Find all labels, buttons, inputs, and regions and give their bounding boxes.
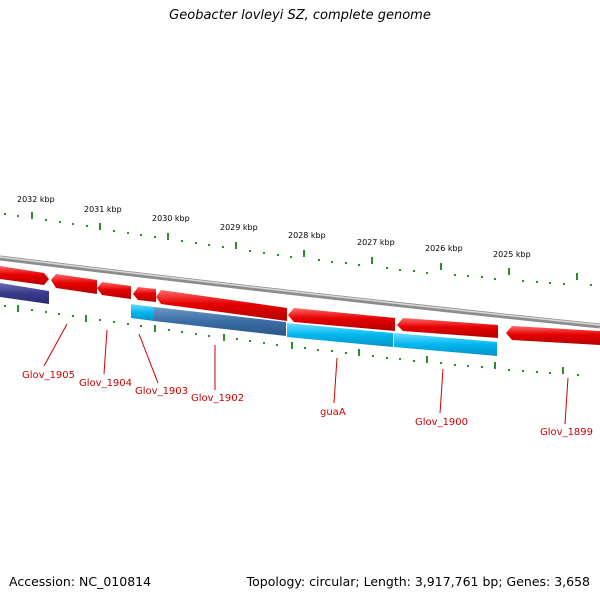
gene-bar[interactable]: [154, 307, 286, 336]
gene-arrow[interactable]: [397, 318, 498, 338]
gene-arrow[interactable]: [156, 290, 287, 321]
gene-label[interactable]: Glov_1905: [22, 370, 75, 381]
kbp-label: 2030 kbp: [152, 214, 190, 223]
kbp-label: 2028 kbp: [288, 231, 326, 240]
gene-arrow[interactable]: [506, 326, 600, 345]
gene-labels: Glov_1905 Glov_1904 Glov_1903 Glov_1902 …: [22, 370, 593, 438]
major-ticks: [17, 305, 564, 374]
gene-label[interactable]: Glov_1903: [135, 386, 188, 397]
forward-strand-genes: [0, 266, 600, 345]
kbp-labels: 2032 kbp 2031 kbp 2030 kbp 2029 kbp 2028…: [17, 195, 531, 259]
genome-stats-text: Topology: circular; Length: 3,917,761 bp…: [246, 574, 590, 589]
gene-bar[interactable]: [0, 283, 49, 304]
gene-label[interactable]: Glov_1902: [191, 393, 244, 404]
gene-arrow[interactable]: [97, 282, 131, 299]
inner-tick-track: [4, 305, 579, 376]
genome-backbone-highlight: [0, 256, 600, 326]
gene-bar[interactable]: [394, 333, 497, 356]
kbp-label: 2025 kbp: [493, 250, 531, 259]
gene-label-leaders: [43, 323, 569, 425]
reverse-strand-genes: [0, 283, 497, 356]
kbp-label: 2026 kbp: [425, 244, 463, 253]
kbp-label: 2027 kbp: [357, 238, 395, 247]
gene-arrow[interactable]: [288, 308, 395, 331]
gene-label[interactable]: Glov_1904: [79, 378, 132, 389]
gene-bar[interactable]: [131, 304, 154, 321]
gene-label[interactable]: Glov_1900: [415, 417, 468, 428]
accession-text: Accession: NC_010814: [9, 574, 152, 589]
minor-tick-dots: [4, 213, 592, 286]
gene-label[interactable]: Glov_1899: [540, 427, 593, 438]
major-ticks: [31, 212, 578, 280]
gene-label[interactable]: guaA: [320, 407, 346, 418]
kbp-label: 2032 kbp: [17, 195, 55, 204]
gene-arrow[interactable]: [51, 274, 97, 294]
genome-backbone: [0, 255, 600, 329]
outer-tick-track: [4, 212, 592, 286]
gene-arrow[interactable]: [133, 287, 156, 302]
gene-bar[interactable]: [287, 323, 393, 347]
kbp-label: 2029 kbp: [220, 223, 258, 232]
minor-tick-dots: [4, 305, 579, 376]
kbp-label: 2031 kbp: [84, 205, 122, 214]
genome-title: Geobacter lovleyi SZ, complete genome: [169, 8, 431, 23]
gene-arrow[interactable]: [0, 266, 49, 285]
